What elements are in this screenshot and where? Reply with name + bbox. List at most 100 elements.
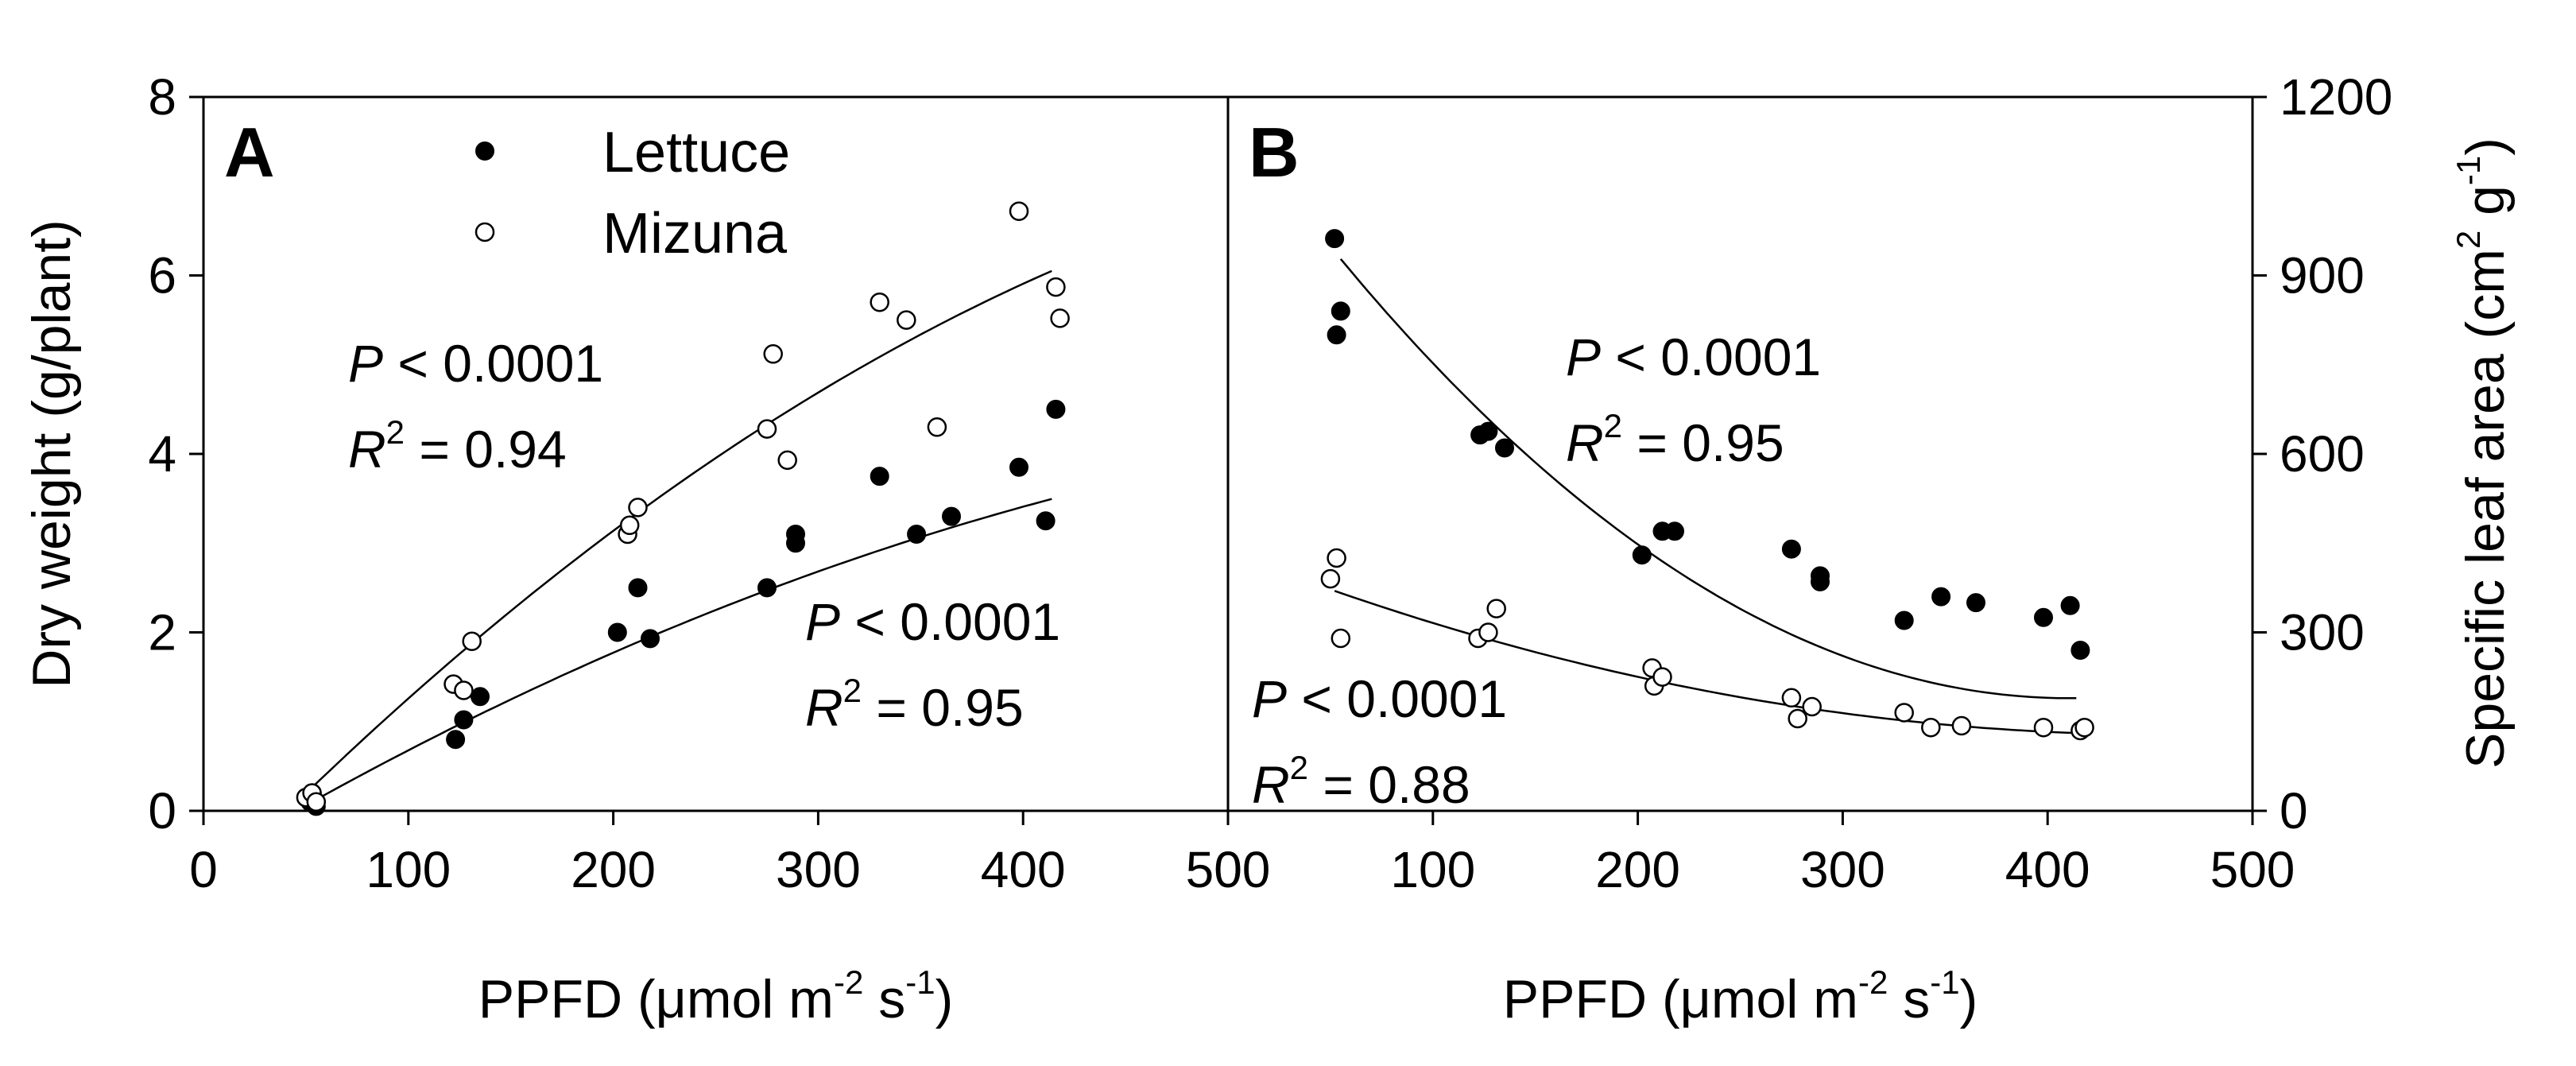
legend-label-lettuce: Lettuce bbox=[602, 121, 790, 184]
data-point-mizuna bbox=[619, 515, 640, 536]
data-point-mizuna bbox=[306, 792, 327, 812]
data-point-lettuce bbox=[471, 687, 490, 707]
x-axis-title: PPFD (μmol m-2 s-1) bbox=[478, 963, 953, 1029]
data-point-lettuce bbox=[757, 578, 777, 598]
data-point-mizuna bbox=[1327, 548, 1346, 568]
panel-label: A bbox=[224, 113, 275, 192]
x-axis-title: PPFD (μmol m-2 s-1) bbox=[1503, 963, 1978, 1029]
y-tick-label: 1200 bbox=[2280, 68, 2392, 126]
data-point-lettuce bbox=[628, 578, 648, 598]
y-tick-label: 0 bbox=[2280, 782, 2308, 839]
p-value-lettuce: P < 0.0001 bbox=[805, 592, 1060, 651]
x-tick-label: 300 bbox=[776, 841, 861, 898]
y-tick-label: 600 bbox=[2280, 425, 2365, 483]
data-point-mizuna bbox=[1486, 599, 1506, 618]
data-point-lettuce bbox=[607, 622, 627, 642]
fit-curve-lettuce bbox=[309, 498, 1052, 804]
data-point-lettuce bbox=[1632, 545, 1652, 565]
data-point-mizuna bbox=[1802, 696, 1822, 717]
data-point-mizuna bbox=[1652, 667, 1672, 687]
data-point-lettuce bbox=[1495, 438, 1514, 458]
data-point-lettuce bbox=[1811, 572, 1830, 591]
x-tick-label: 100 bbox=[366, 841, 451, 898]
fit-curve-lettuce bbox=[1339, 258, 2077, 700]
data-point-mizuna bbox=[1320, 568, 1341, 589]
data-point-mizuna bbox=[757, 419, 777, 439]
x-tick-label: 0 bbox=[189, 841, 218, 898]
data-point-mizuna bbox=[1050, 308, 1070, 328]
data-point-lettuce bbox=[1009, 457, 1028, 477]
x-tick-label: 100 bbox=[1390, 841, 1475, 898]
y-axis-title: Specific leaf area (cm2 g-1) bbox=[2450, 138, 2516, 769]
y-tick-label: 8 bbox=[148, 68, 176, 126]
data-point-mizuna bbox=[763, 344, 783, 364]
x-tick-label: 500 bbox=[2210, 841, 2295, 898]
r-squared-mizuna: R2 = 0.94 bbox=[348, 413, 567, 479]
p-value-mizuna: P < 0.0001 bbox=[348, 334, 603, 393]
legend-label-mizuna: Mizuna bbox=[602, 202, 788, 266]
data-point-mizuna bbox=[777, 450, 797, 471]
data-point-lettuce bbox=[1327, 325, 1346, 345]
data-point-mizuna bbox=[454, 680, 474, 700]
data-point-lettuce bbox=[1478, 421, 1498, 441]
y-tick-label: 2 bbox=[148, 604, 176, 661]
p-value-lettuce: P < 0.0001 bbox=[1566, 328, 1821, 386]
data-point-mizuna bbox=[1478, 622, 1498, 642]
p-value-mizuna: P < 0.0001 bbox=[1252, 669, 1507, 728]
data-point-lettuce bbox=[870, 467, 889, 486]
x-tick-label: 400 bbox=[981, 841, 1066, 898]
data-point-mizuna bbox=[1951, 715, 1972, 736]
data-point-mizuna bbox=[1331, 628, 1351, 649]
panel-label: B bbox=[1249, 113, 1300, 192]
data-point-lettuce bbox=[1325, 229, 1345, 249]
data-point-lettuce bbox=[2034, 607, 2053, 627]
r-squared-mizuna: R2 = 0.88 bbox=[1252, 749, 1470, 814]
data-point-mizuna bbox=[927, 417, 947, 437]
data-point-lettuce bbox=[1331, 301, 1350, 321]
data-point-lettuce bbox=[1931, 587, 1951, 607]
data-point-lettuce bbox=[942, 506, 961, 526]
data-point-lettuce bbox=[1966, 593, 1985, 613]
data-point-mizuna bbox=[897, 310, 916, 330]
legend-marker-lettuce bbox=[475, 141, 494, 161]
x-tick-label: 300 bbox=[1800, 841, 1885, 898]
data-point-mizuna bbox=[1781, 688, 1802, 708]
data-point-lettuce bbox=[446, 730, 466, 750]
data-point-mizuna bbox=[462, 631, 482, 651]
data-point-mizuna bbox=[628, 498, 648, 517]
data-point-lettuce bbox=[1036, 511, 1056, 531]
y-tick-label: 6 bbox=[148, 247, 176, 304]
data-point-lettuce bbox=[1894, 611, 1914, 630]
data-point-lettuce bbox=[907, 525, 927, 544]
data-point-mizuna bbox=[1921, 717, 1941, 738]
y-tick-label: 300 bbox=[2280, 604, 2365, 661]
data-point-lettuce bbox=[1046, 399, 1066, 419]
x-tick-label: 200 bbox=[1595, 841, 1680, 898]
data-point-lettuce bbox=[1665, 521, 1684, 541]
data-point-mizuna bbox=[1009, 201, 1029, 221]
data-point-mizuna bbox=[870, 292, 889, 312]
x-tick-label: 500 bbox=[1186, 841, 1271, 898]
x-tick-label: 200 bbox=[571, 841, 656, 898]
fit-curve-mizuna bbox=[309, 269, 1052, 790]
data-point-mizuna bbox=[1788, 708, 1807, 729]
data-point-lettuce bbox=[2060, 595, 2080, 615]
data-point-lettuce bbox=[786, 525, 805, 544]
data-point-lettuce bbox=[1781, 539, 1801, 559]
y-axis-title: Dry weight (g/plant) bbox=[21, 219, 82, 688]
legend-marker-mizuna bbox=[475, 222, 495, 242]
data-point-lettuce bbox=[454, 710, 474, 730]
y-tick-label: 0 bbox=[148, 782, 176, 839]
r-squared-lettuce: R2 = 0.95 bbox=[1566, 407, 1784, 472]
data-point-mizuna bbox=[2074, 717, 2094, 738]
x-tick-label: 400 bbox=[2005, 841, 2090, 898]
data-point-mizuna bbox=[1894, 703, 1914, 723]
y-tick-label: 900 bbox=[2280, 247, 2365, 304]
data-point-lettuce bbox=[2070, 641, 2090, 660]
x-tick-label: 0 bbox=[1214, 841, 1242, 898]
data-point-lettuce bbox=[641, 629, 660, 649]
data-point-mizuna bbox=[2033, 717, 2054, 738]
